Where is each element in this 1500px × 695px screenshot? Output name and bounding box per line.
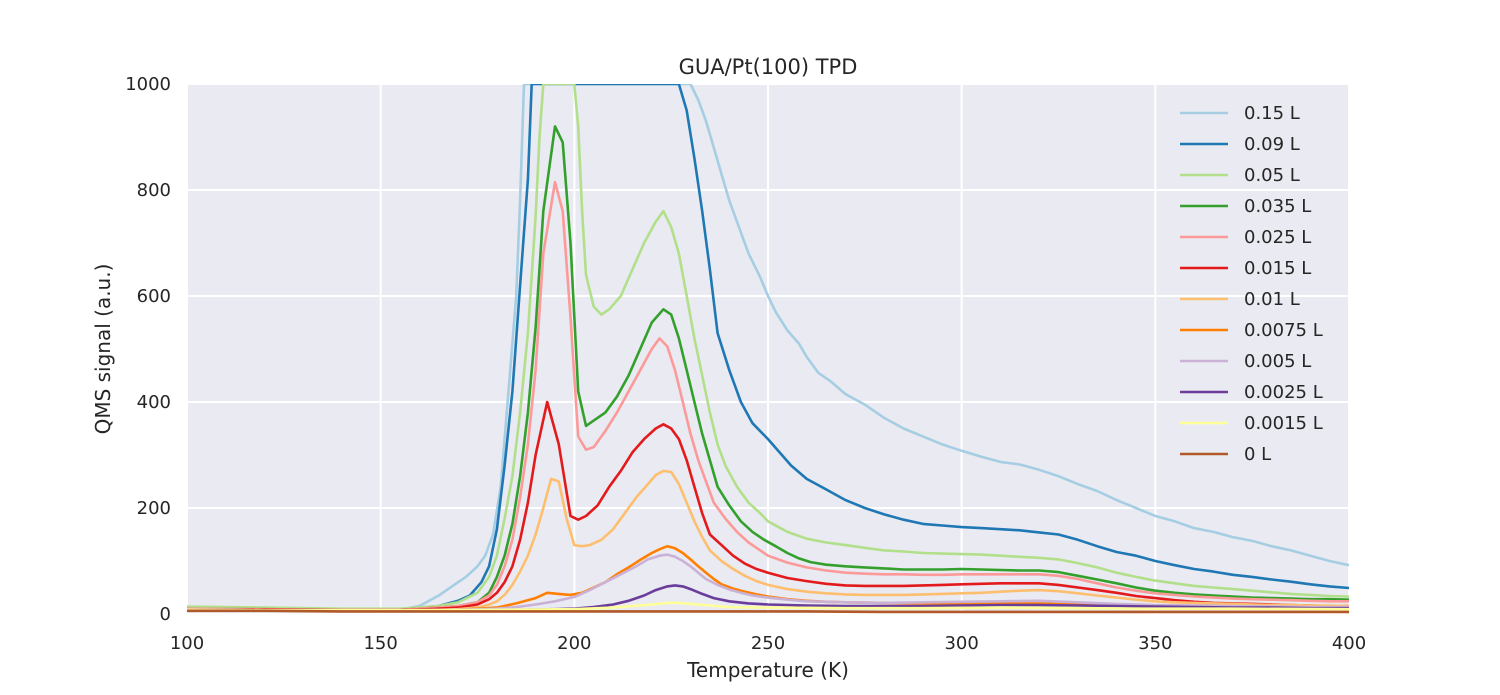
y-tick-label: 200 xyxy=(137,498,171,519)
legend-entry: 0.15 L xyxy=(1244,103,1300,124)
x-tick-label: 150 xyxy=(363,633,397,654)
series-line xyxy=(187,609,1349,614)
y-axis-label: QMS signal (a.u.) xyxy=(91,264,115,435)
series-line xyxy=(187,84,1349,613)
x-tick-label: 400 xyxy=(1332,633,1366,654)
x-tick-label: 300 xyxy=(944,633,978,654)
series-line xyxy=(187,469,1349,612)
legend-entry: 0.0075 L xyxy=(1244,320,1323,341)
legend-entry: 0.0015 L xyxy=(1244,413,1323,434)
legend-entry: 0.015 L xyxy=(1244,258,1311,279)
legend-entry: 0.025 L xyxy=(1244,227,1311,248)
legend-entry: 0.005 L xyxy=(1244,351,1311,372)
x-tick-label: 350 xyxy=(1138,633,1172,654)
x-tick-label: 250 xyxy=(751,633,785,654)
legend-entry: 0 L xyxy=(1244,444,1271,465)
y-tick-label: 600 xyxy=(137,286,171,307)
series-line xyxy=(187,601,1349,612)
legend-entry: 0.035 L xyxy=(1244,196,1311,217)
series-line xyxy=(187,84,1349,610)
series-line xyxy=(187,400,1349,612)
x-axis-label: Temperature (K) xyxy=(686,658,849,682)
series-line xyxy=(187,544,1349,612)
legend-entry: 0.05 L xyxy=(1244,165,1300,186)
y-tick-label: 1000 xyxy=(125,74,171,95)
chart-title: GUA/Pt(100) TPD xyxy=(679,55,858,79)
legend-entry: 0.01 L xyxy=(1244,289,1300,310)
series-line xyxy=(187,553,1349,612)
series-line xyxy=(187,84,1349,611)
y-tick-label: 800 xyxy=(137,180,171,201)
x-tick-label: 100 xyxy=(170,633,204,654)
legend-entry: 0.0025 L xyxy=(1244,382,1323,403)
y-tick-label: 0 xyxy=(160,604,171,625)
series-line xyxy=(187,180,1349,612)
series-line xyxy=(187,125,1349,612)
y-tick-label: 400 xyxy=(137,392,171,413)
legend-entry: 0.09 L xyxy=(1244,134,1300,155)
tick-labels: 100 150 200 250 300 350 400 0 200 400 600 800 1000 xyxy=(125,74,1366,654)
series-group xyxy=(187,84,1349,614)
x-tick-label: 200 xyxy=(557,633,591,654)
legend: 0.15 L 0.09 L 0.05 L 0.035 L 0.025 L 0.015 L 0… xyxy=(1180,103,1323,465)
